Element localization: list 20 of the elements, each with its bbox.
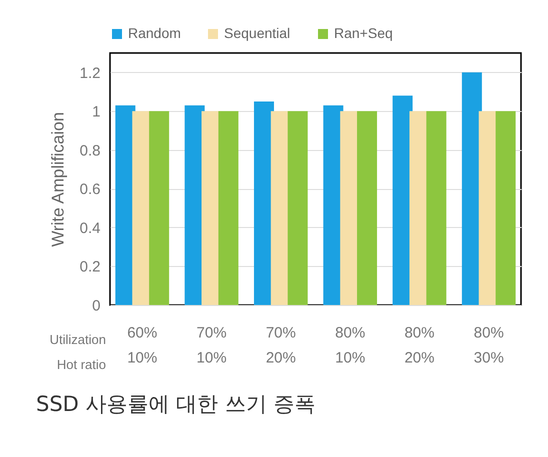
x-tick-label: 80% 10%: [335, 324, 366, 366]
y-tick-label: 1: [92, 104, 100, 121]
y-tick-label: 0.8: [80, 142, 100, 160]
text: SSD 사용률에 대한 쓰기 증폭: [36, 391, 316, 418]
y-tick-label: 0: [92, 298, 100, 314]
text: Utilization: [48, 331, 106, 349]
x-tick-label: 80% 20%: [404, 324, 434, 366]
y-tick-label: 0.4: [80, 220, 100, 237]
y-tick-label: 1.2: [80, 64, 100, 82]
y-axis-title: Write Amplificaion: [48, 112, 68, 247]
x-tick-label: 70% 20%: [266, 324, 296, 366]
x-tick-label: 60% 10%: [127, 324, 158, 366]
text: Hot ratio: [56, 356, 106, 374]
legend-label: Ran+Seq: [334, 25, 393, 41]
x-tick-label: 80% 30%: [474, 324, 504, 366]
legend-label: Random: [128, 25, 181, 41]
legend-label: Sequential: [224, 25, 290, 41]
x-tick-label: 70% 10%: [196, 324, 227, 366]
y-tick-label: 0.2: [80, 258, 100, 276]
y-tick-label: 0.6: [80, 181, 100, 198]
